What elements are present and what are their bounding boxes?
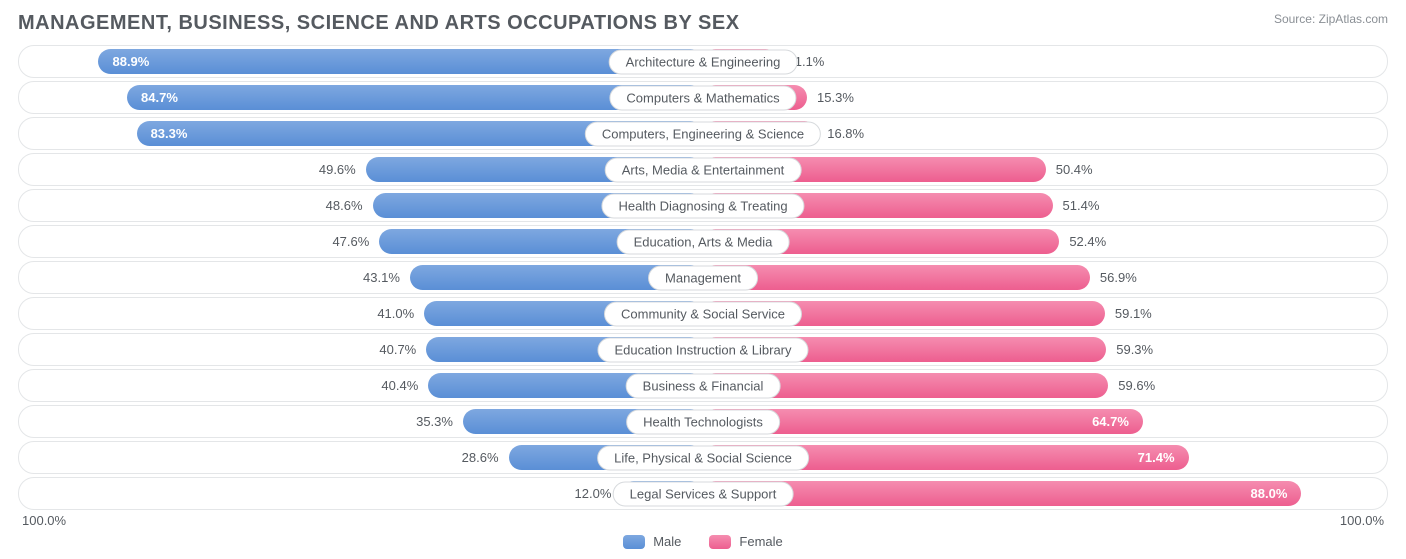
male-half: 35.3% — [23, 409, 703, 434]
female-value: 59.3% — [1116, 342, 1153, 357]
category-badge: Computers, Engineering & Science — [585, 121, 821, 146]
chart-row: 40.4% 59.6% Business & Financial — [18, 369, 1388, 402]
male-half: 49.6% — [23, 157, 703, 182]
female-value: 56.9% — [1100, 270, 1137, 285]
female-half: 59.6% — [703, 373, 1383, 398]
category-badge: Education, Arts & Media — [617, 229, 790, 254]
axis-right-label: 100.0% — [1340, 513, 1384, 528]
male-value: 35.3% — [416, 414, 453, 429]
male-value: 40.7% — [379, 342, 416, 357]
source-value: ZipAtlas.com — [1319, 12, 1388, 26]
male-half: 47.6% — [23, 229, 703, 254]
chart-row: 47.6% 52.4% Education, Arts & Media — [18, 225, 1388, 258]
chart-row: 43.1% 56.9% Management — [18, 261, 1388, 294]
male-value: 84.7% — [141, 90, 178, 105]
chart-row: 88.9% 11.1%Architecture & Engineering — [18, 45, 1388, 78]
male-value: 41.0% — [377, 306, 414, 321]
female-half: 64.7% — [703, 409, 1383, 434]
legend-swatch-male — [623, 535, 645, 549]
female-bar — [703, 265, 1090, 290]
male-value: 83.3% — [151, 126, 188, 141]
female-value: 88.0% — [1251, 486, 1288, 501]
legend-swatch-female — [709, 535, 731, 549]
chart-row: 40.7% 59.3% Education Instruction & Librar… — [18, 333, 1388, 366]
male-value: 48.6% — [326, 198, 363, 213]
legend-label-female: Female — [739, 534, 782, 549]
female-half: 51.4% — [703, 193, 1383, 218]
male-half: 88.9% — [23, 49, 703, 74]
chart-title: MANAGEMENT, BUSINESS, SCIENCE AND ARTS O… — [18, 12, 740, 35]
male-value: 12.0% — [575, 486, 612, 501]
female-value: 15.3% — [817, 90, 854, 105]
category-badge: Business & Financial — [626, 373, 781, 398]
chart-row: 28.6% 71.4% Life, Physical & Social Scienc… — [18, 441, 1388, 474]
male-half: 12.0% — [23, 481, 703, 506]
female-half: 52.4% — [703, 229, 1383, 254]
chart-row: 35.3% 64.7% Health Technologists — [18, 405, 1388, 438]
male-half: 84.7% — [23, 85, 703, 110]
female-value: 59.1% — [1115, 306, 1152, 321]
female-half: 11.1% — [703, 49, 1383, 74]
female-value: 51.4% — [1063, 198, 1100, 213]
male-half: 40.4% — [23, 373, 703, 398]
category-badge: Life, Physical & Social Science — [597, 445, 809, 470]
chart-row: 12.0% 88.0% Legal Services & Support — [18, 477, 1388, 510]
category-badge: Legal Services & Support — [613, 481, 794, 506]
category-badge: Education Instruction & Library — [597, 337, 808, 362]
category-badge: Health Diagnosing & Treating — [601, 193, 804, 218]
legend-item-male: Male — [623, 534, 681, 549]
male-half: 43.1% — [23, 265, 703, 290]
male-value: 88.9% — [112, 54, 149, 69]
source-label: Source: — [1274, 12, 1315, 26]
female-half: 59.1% — [703, 301, 1383, 326]
female-half: 88.0% — [703, 481, 1383, 506]
male-value: 47.6% — [332, 234, 369, 249]
female-value: 16.8% — [827, 126, 864, 141]
occupations-chart: 88.9% 11.1%Architecture & Engineering 84.7… — [18, 45, 1388, 510]
female-value: 59.6% — [1118, 378, 1155, 393]
chart-row: 41.0% 59.1% Community & Social Service — [18, 297, 1388, 330]
female-half: 56.9% — [703, 265, 1383, 290]
chart-row: 83.3% 16.8% Computers, Engineering & Scien… — [18, 117, 1388, 150]
axis-left-label: 100.0% — [22, 513, 66, 528]
male-value: 40.4% — [381, 378, 418, 393]
category-badge: Management — [648, 265, 758, 290]
male-half: 41.0% — [23, 301, 703, 326]
category-badge: Arts, Media & Entertainment — [605, 157, 802, 182]
category-badge: Community & Social Service — [604, 301, 802, 326]
female-value: 50.4% — [1056, 162, 1093, 177]
legend-label-male: Male — [653, 534, 681, 549]
male-value: 49.6% — [319, 162, 356, 177]
chart-row: 49.6% 50.4% Arts, Media & Entertainment — [18, 153, 1388, 186]
female-half: 50.4% — [703, 157, 1383, 182]
male-value: 28.6% — [462, 450, 499, 465]
male-value: 43.1% — [363, 270, 400, 285]
legend-item-female: Female — [709, 534, 782, 549]
female-value: 64.7% — [1092, 414, 1129, 429]
female-half: 15.3% — [703, 85, 1383, 110]
category-badge: Health Technologists — [626, 409, 780, 434]
female-value: 71.4% — [1138, 450, 1175, 465]
category-badge: Computers & Mathematics — [609, 85, 796, 110]
chart-row: 84.7% 15.3% Computers & Mathematics — [18, 81, 1388, 114]
x-axis: 100.0% 100.0% — [18, 513, 1388, 528]
chart-source: Source: ZipAtlas.com — [1274, 12, 1388, 26]
category-badge: Architecture & Engineering — [609, 49, 798, 74]
chart-row: 48.6% 51.4% Health Diagnosing & Treating — [18, 189, 1388, 222]
legend: Male Female — [18, 534, 1388, 549]
chart-header: MANAGEMENT, BUSINESS, SCIENCE AND ARTS O… — [18, 12, 1388, 35]
female-value: 52.4% — [1069, 234, 1106, 249]
